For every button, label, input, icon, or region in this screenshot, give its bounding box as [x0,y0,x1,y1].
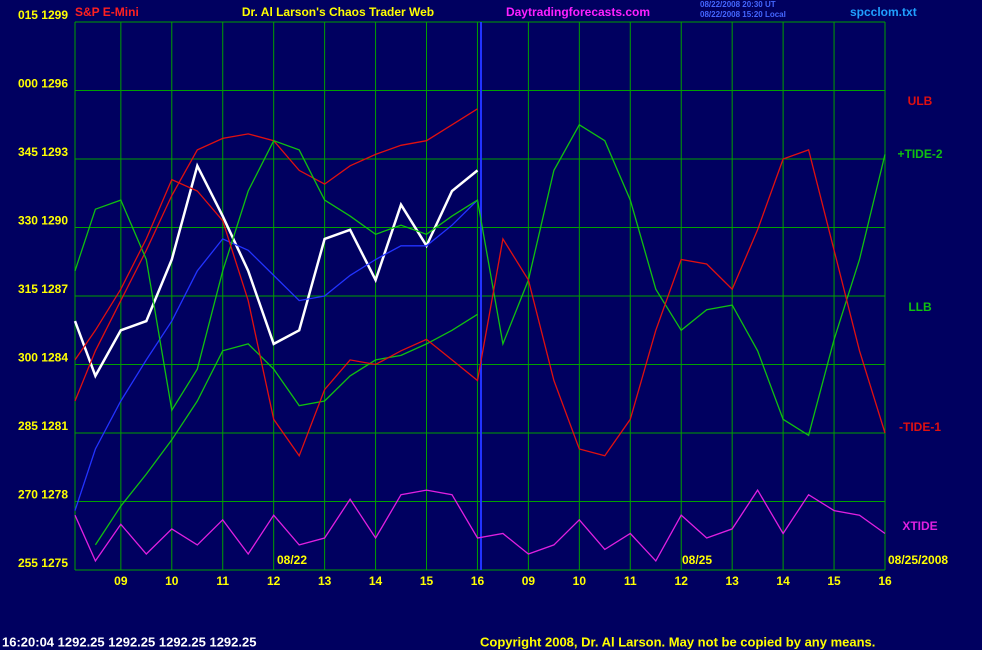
legend-label: LLB [908,300,932,314]
annotation: 08/25/2008 [888,553,948,567]
legend-label: -TIDE-1 [899,420,941,434]
y-tick-label: 300 1284 [18,351,68,365]
y-tick-label: 345 1293 [18,145,68,159]
x-tick-label: 16 [471,574,485,588]
chart-title: Dr. Al Larson's Chaos Trader Web [242,5,434,19]
legend-label: ULB [908,94,933,108]
x-tick-label: 09 [114,574,128,588]
y-tick-label: 000 1296 [18,77,68,91]
x-tick-label: 11 [216,574,229,588]
x-tick-label: 15 [827,574,841,588]
legend-label: +TIDE-2 [897,147,942,161]
x-tick-label: 14 [776,574,790,588]
annotation: 08/22/2008 15:20 Local [700,10,786,19]
x-tick-label: 16 [878,574,892,588]
annotation: Copyright 2008, Dr. Al Larson. May not b… [480,634,875,649]
annotation: S&P E-Mini [75,5,139,19]
x-tick-label: 10 [165,574,179,588]
series-line [74,149,886,458]
x-tick-label: 15 [420,574,434,588]
y-tick-label: 270 1278 [18,488,68,502]
legend-label: XTIDE [902,519,937,533]
x-tick-label: 12 [675,574,689,588]
series-line [74,488,886,563]
annotation: 08/22 [277,553,307,567]
y-tick-label: 285 1281 [18,419,68,433]
series-line [74,123,886,437]
y-tick-label: 315 1287 [18,282,68,296]
series-line [73,162,479,379]
y-tick-label: 255 1275 [18,556,68,570]
x-tick-label: 13 [318,574,332,588]
y-tick-label: 015 1299 [18,8,68,22]
annotation: 16:20:04 1292.25 1292.25 1292.25 1292.25 [2,634,256,649]
annotation: spcclom.txt [850,5,917,19]
series-line [94,313,478,546]
annotation: 08/25 [682,553,712,567]
series-line [74,199,478,511]
x-tick-label: 12 [267,574,281,588]
annotation: 08/22/2008 20:30 UT [700,0,776,9]
x-tick-label: 11 [624,574,637,588]
x-tick-label: 13 [725,574,739,588]
x-tick-label: 14 [369,574,383,588]
annotation: Daytradingforecasts.com [506,5,650,19]
x-tick-label: 09 [522,574,536,588]
y-tick-label: 330 1290 [18,214,68,228]
x-tick-label: 10 [573,574,587,588]
